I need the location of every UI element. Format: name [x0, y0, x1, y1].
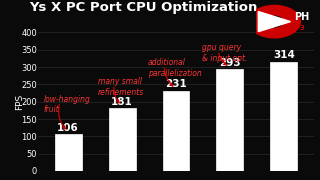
Text: gpu query
& input opt.: gpu query & input opt. [202, 44, 247, 63]
Polygon shape [258, 12, 291, 32]
Text: many small
refinements: many small refinements [98, 77, 144, 97]
Circle shape [266, 16, 283, 27]
Bar [55, 134, 82, 171]
Text: PH: PH [294, 12, 310, 22]
Y-axis label: FPS: FPS [15, 94, 24, 110]
Text: 314: 314 [273, 50, 295, 60]
Text: low-hanging
fruit: low-hanging fruit [44, 95, 91, 114]
Text: 106: 106 [57, 123, 79, 132]
Bar [163, 91, 189, 171]
Text: Ys X PC Port CPU Optimization: Ys X PC Port CPU Optimization [29, 1, 257, 14]
Bar [270, 62, 297, 171]
Text: 293: 293 [219, 58, 241, 68]
Bar [108, 108, 136, 171]
Text: 231: 231 [165, 79, 187, 89]
Circle shape [249, 5, 300, 38]
Bar [216, 69, 244, 171]
Text: 3: 3 [300, 25, 305, 31]
Text: 181: 181 [111, 96, 133, 107]
Text: additional
parallelization: additional parallelization [148, 58, 202, 78]
